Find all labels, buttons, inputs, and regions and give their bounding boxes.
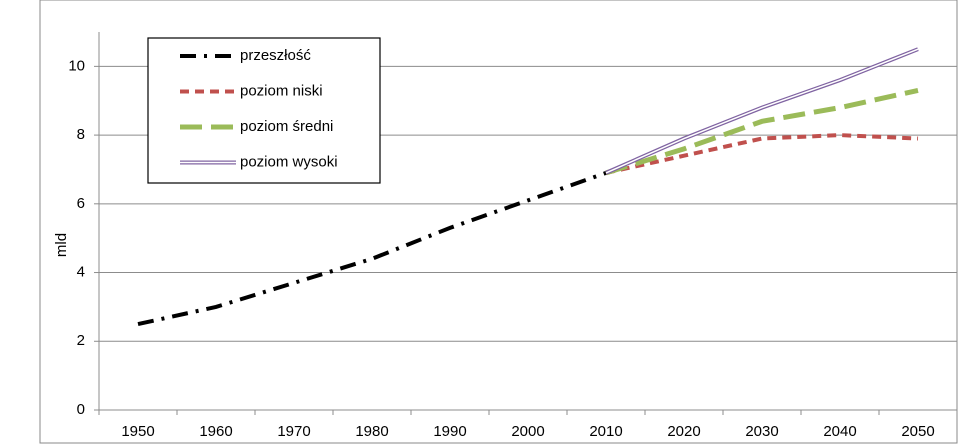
y-axis-label: mld	[53, 233, 70, 257]
x-tick-label: 2050	[901, 423, 934, 440]
legend-label: poziom średni	[240, 118, 333, 135]
x-tick-label: 2010	[589, 423, 622, 440]
legend-box	[147, 37, 381, 184]
x-tick-label: 2000	[511, 423, 544, 440]
x-tick-label: 1960	[199, 423, 232, 440]
y-tick-label: 8	[77, 126, 85, 143]
x-tick-label: 1980	[355, 423, 388, 440]
x-tick-label: 2020	[667, 423, 700, 440]
legend-label: poziom niski	[240, 82, 323, 99]
y-tick-label: 10	[68, 57, 85, 74]
y-tick-label: 2	[77, 332, 85, 349]
y-tick-label: 4	[77, 264, 85, 281]
line-series	[605, 87, 919, 176]
x-tick-label: 1990	[433, 423, 466, 440]
line-series	[137, 171, 607, 327]
line-series	[605, 133, 919, 175]
y-tick-label: 6	[77, 195, 85, 212]
y-tick-label: 0	[77, 401, 85, 418]
line-series-inner	[605, 48, 919, 174]
x-tick-label: 2030	[745, 423, 778, 440]
legend-label: przeszłość	[240, 47, 311, 64]
x-tick-label: 1970	[277, 423, 310, 440]
x-tick-label: 1950	[121, 423, 154, 440]
legend: przeszłość poziom niski poziom średni pozio…	[147, 37, 381, 184]
x-tick-label: 2040	[823, 423, 856, 440]
legend-label: poziom wysoki	[240, 153, 338, 170]
